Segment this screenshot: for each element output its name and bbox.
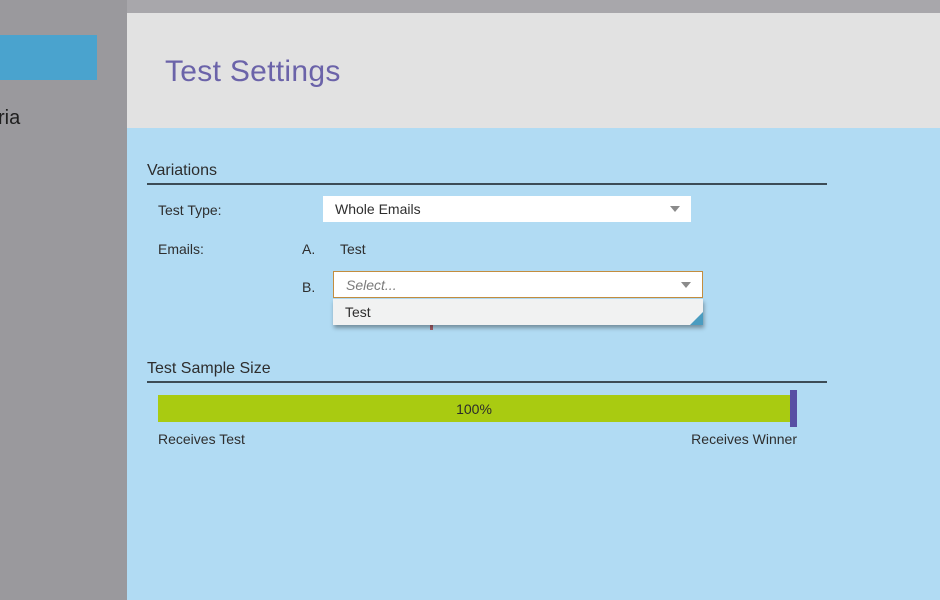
email-a-letter: A. bbox=[302, 241, 316, 257]
top-strip bbox=[127, 0, 940, 13]
text-cursor bbox=[430, 321, 433, 330]
sample-size-percent: 100% bbox=[456, 400, 492, 417]
sample-size-slider-handle[interactable] bbox=[790, 390, 797, 427]
receives-test-label: Receives Test bbox=[158, 431, 245, 447]
receives-winner-label: Receives Winner bbox=[691, 431, 797, 447]
test-type-selected-value: Whole Emails bbox=[335, 201, 421, 217]
dropdown-option-test[interactable]: Test bbox=[345, 304, 371, 320]
chevron-down-icon bbox=[681, 281, 691, 288]
sample-size-section-title: Test Sample Size bbox=[147, 360, 271, 377]
sidebar-item-label-partial: ria bbox=[0, 107, 21, 129]
emails-label: Emails: bbox=[158, 241, 204, 257]
email-b-placeholder: Select... bbox=[346, 276, 397, 293]
sample-size-bar[interactable]: 100% bbox=[158, 395, 790, 422]
sidebar: ria bbox=[0, 0, 127, 600]
sample-size-divider bbox=[147, 381, 827, 383]
variations-divider bbox=[147, 183, 827, 185]
test-type-label: Test Type: bbox=[158, 202, 222, 218]
page-header: Test Settings bbox=[127, 13, 940, 128]
email-b-select[interactable]: Select... bbox=[333, 271, 703, 298]
variations-section-title: Variations bbox=[147, 162, 217, 179]
email-b-dropdown-panel: Test bbox=[333, 299, 703, 325]
chevron-down-icon bbox=[670, 206, 680, 212]
page-title: Test Settings bbox=[165, 55, 341, 88]
resize-grip-icon[interactable] bbox=[690, 312, 703, 325]
email-b-letter: B. bbox=[302, 279, 316, 295]
sidebar-selected-item[interactable] bbox=[0, 35, 97, 80]
email-a-value: Test bbox=[340, 241, 366, 257]
test-type-select[interactable]: Whole Emails bbox=[323, 196, 691, 222]
